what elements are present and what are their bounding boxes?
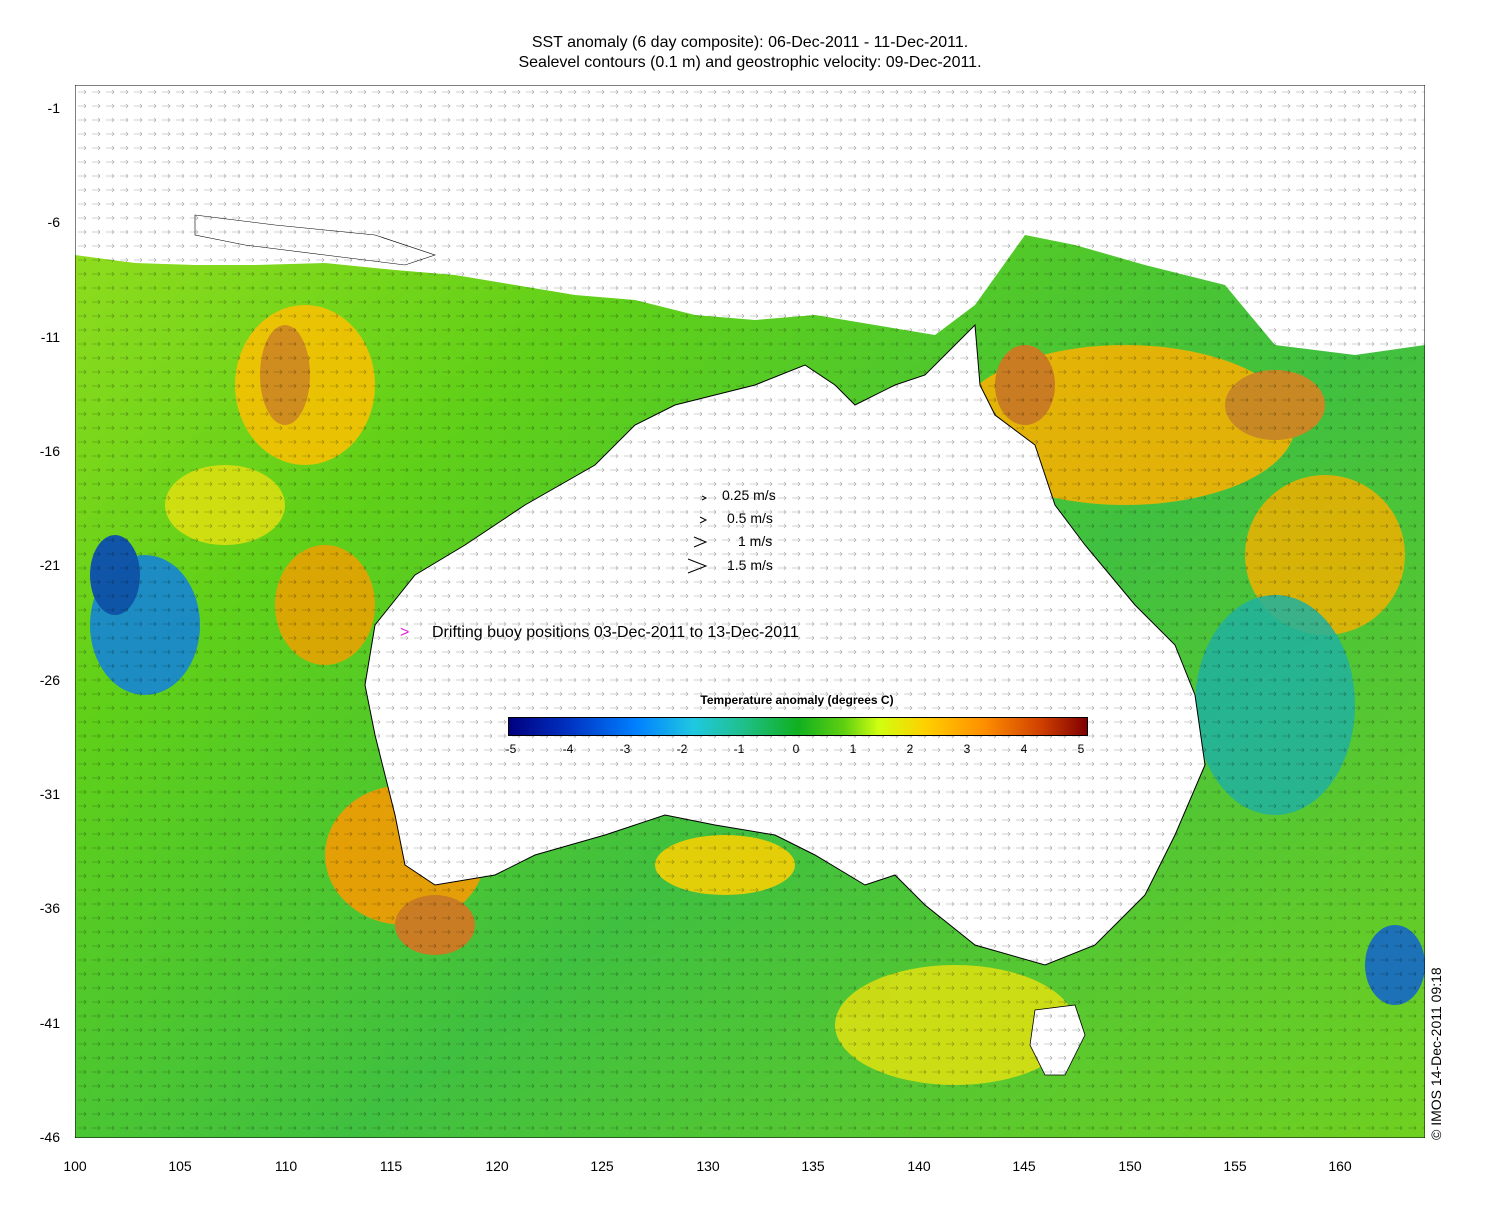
colorbar-tick: -4: [562, 742, 574, 756]
x-tick: 105: [168, 1158, 192, 1174]
x-tick: 130: [696, 1158, 720, 1174]
colorbar-tick: -5: [505, 742, 517, 756]
y-tick: -11: [40, 329, 60, 345]
y-tick: -6: [47, 214, 60, 230]
y-tick: -26: [39, 672, 60, 688]
y-tick: -41: [39, 1015, 60, 1031]
map-title-line1: SST anomaly (6 day composite): 06-Dec-20…: [531, 34, 969, 51]
y-tick: -21: [39, 557, 60, 573]
y-tick: -36: [39, 900, 60, 916]
colorbar-tick: 2: [906, 742, 914, 756]
x-tick: 110: [274, 1158, 298, 1174]
colorbar-tick: -3: [619, 742, 631, 756]
speed-label: 1.5 m/s: [727, 557, 773, 573]
speed-label: 0.5 m/s: [727, 510, 773, 526]
y-tick: -46: [39, 1129, 60, 1145]
colorbar-title: Temperature anomaly (degrees C): [700, 693, 894, 707]
arrow-icon: [687, 495, 708, 574]
y-tick: -16: [39, 443, 60, 459]
speed-label: 0.25 m/s: [722, 487, 776, 503]
colorbar-tick: -2: [676, 742, 688, 756]
x-tick: 120: [485, 1158, 509, 1174]
y-tick: -1: [47, 100, 60, 116]
colorbar-tick: 1: [849, 742, 857, 756]
x-tick: 100: [63, 1158, 87, 1174]
x-tick: 150: [1118, 1158, 1142, 1174]
colorbar-tick: 4: [1020, 742, 1028, 756]
y-tick: -31: [39, 786, 60, 802]
speed-label: 1 m/s: [738, 533, 773, 549]
colorbar-tick: -1: [733, 742, 745, 756]
x-tick: 135: [801, 1158, 825, 1174]
buoy-marker-icon: >: [400, 624, 410, 641]
x-tick: 160: [1328, 1158, 1352, 1174]
velocity-arrows: [75, 85, 1425, 1138]
sst-anomaly-map: [75, 85, 1425, 1138]
colorbar-tick: 3: [963, 742, 971, 756]
x-tick: 155: [1223, 1158, 1247, 1174]
x-tick: 115: [379, 1158, 403, 1174]
colorbar-tick: 0: [792, 742, 800, 756]
map-title-line2: Sealevel contours (0.1 m) and geostrophi…: [518, 54, 982, 71]
x-tick: 145: [1012, 1158, 1036, 1174]
imos-timestamp: © IMOS 14-Dec-2011 09:18: [1428, 967, 1444, 1140]
x-tick: 125: [590, 1158, 614, 1174]
colorbar: [508, 717, 1088, 736]
x-tick: 140: [907, 1158, 931, 1174]
colorbar-tick: 5: [1077, 742, 1085, 756]
buoy-legend-label: Drifting buoy positions 03-Dec-2011 to 1…: [432, 624, 799, 641]
